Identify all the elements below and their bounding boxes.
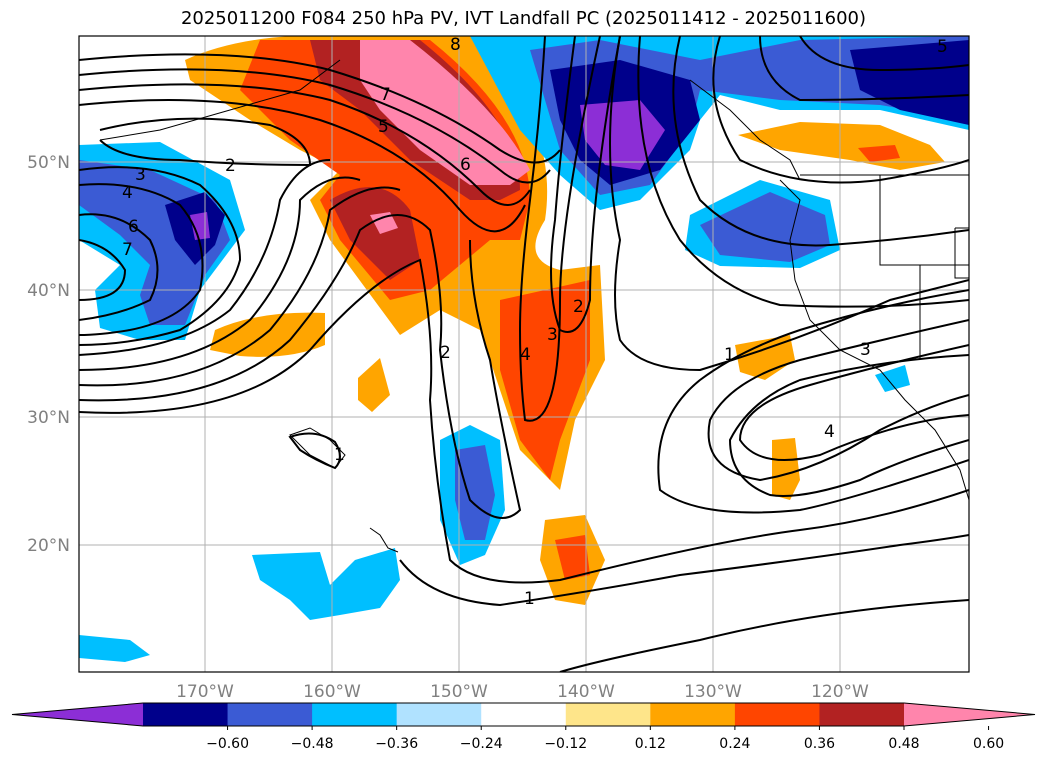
contour-label: 1 <box>334 445 345 465</box>
colorbar-segment <box>734 703 820 726</box>
contour-label: 5 <box>378 117 389 137</box>
colorbar-tick-label: 0.48 <box>888 736 919 752</box>
pv-positive-region-east <box>735 335 795 380</box>
colorbar-tick-label: −0.12 <box>544 736 587 752</box>
contour-label: 6 <box>460 155 471 175</box>
lon-label: 160°W <box>303 682 361 702</box>
contour-label: 7 <box>122 240 133 260</box>
lon-label: 150°W <box>430 682 488 702</box>
map-frame <box>78 35 970 673</box>
pv-negative-region-n-4 <box>850 40 969 125</box>
lon-label: 140°W <box>557 682 615 702</box>
ivt-contours <box>79 36 969 672</box>
lat-labels: 50°N 40°N 30°N 20°N <box>27 153 70 556</box>
contour-label: 3 <box>860 340 871 360</box>
pv-strong-region-2 <box>500 280 590 480</box>
colorbar-tick-label: −0.48 <box>291 736 334 752</box>
pv-max-region <box>360 40 530 185</box>
colorbar: −0.60 −0.48 −0.36 −0.24 −0.12 0.12 0.24 0.36 0.4… <box>11 702 1036 752</box>
pv-strong-region-south <box>555 535 590 580</box>
lon-label: 170°W <box>176 682 234 702</box>
colorbar-segment <box>650 703 736 726</box>
colorbar-segment <box>227 703 313 726</box>
contour-label: 8 <box>450 35 461 55</box>
lat-label: 50°N <box>27 153 70 173</box>
colorbar-tick-label: 0.36 <box>804 736 835 752</box>
map-area: 8 7 5 6 3 2 4 6 7 2 4 3 2 1 3 4 1 1 5 <box>79 35 969 672</box>
colorbar-segment <box>312 703 398 726</box>
contour-label: 1 <box>524 589 535 609</box>
lon-labels: 170°W 160°W 150°W 140°W 130°W 120°W <box>176 682 869 702</box>
pv-negative-region-far-sw <box>79 635 150 662</box>
colorbar-segment <box>396 703 482 726</box>
colorbar-tick-label: −0.60 <box>206 736 249 752</box>
pv-negative-region-mid-2 <box>455 445 495 540</box>
pv-negative-region-coast <box>875 365 910 392</box>
colorbar-extend-high <box>904 703 1035 726</box>
pv-positive-region-sw <box>210 312 325 357</box>
colorbar-tick-label: 0.60 <box>973 736 1004 752</box>
contour-label: 3 <box>547 325 558 345</box>
colorbar-segment <box>819 703 905 726</box>
colorbar-outline <box>11 702 1036 727</box>
contour-label: 3 <box>135 165 146 185</box>
pv-max-region-2 <box>370 212 398 234</box>
contour-label: 6 <box>128 217 139 237</box>
colorbar-tick-label: −0.36 <box>375 736 418 752</box>
map-title: 2025011200 F084 250 hPa PV, IVT Landfall… <box>180 8 867 29</box>
contour-label: 4 <box>824 422 835 442</box>
pv-positive-region-mid <box>358 358 390 412</box>
lat-label: 20°N <box>27 536 70 556</box>
lon-label: 130°W <box>684 682 742 702</box>
pv-very-strong-region-2 <box>330 187 420 280</box>
contour-label: 7 <box>380 85 391 105</box>
colorbar-extend-low <box>12 703 143 726</box>
pv-strong-region-ne <box>858 145 900 162</box>
lon-label: 120°W <box>811 682 869 702</box>
contour-label: 4 <box>122 183 133 203</box>
contour-label: 1 <box>724 345 735 365</box>
contour-label: 5 <box>937 37 948 57</box>
contour-label: 2 <box>440 343 451 363</box>
colorbar-tick-label: −0.24 <box>460 736 503 752</box>
contour-label: 2 <box>225 156 236 176</box>
lat-label: 30°N <box>27 408 70 428</box>
pv-negative-region-sw <box>252 548 400 620</box>
lat-label: 40°N <box>27 281 70 301</box>
colorbar-tick-label: 0.12 <box>635 736 666 752</box>
contour-labels: 8 7 5 6 3 2 4 6 7 2 4 3 2 1 3 4 1 1 5 <box>122 35 948 609</box>
contour-label: 2 <box>573 297 584 317</box>
colorbar-segment <box>481 703 567 726</box>
colorbar-tick-label: 0.24 <box>719 736 750 752</box>
colorbar-segment <box>143 703 229 726</box>
colorbar-segment <box>565 703 651 726</box>
pv-positive-region-se <box>772 438 800 500</box>
contour-label: 4 <box>520 345 531 365</box>
